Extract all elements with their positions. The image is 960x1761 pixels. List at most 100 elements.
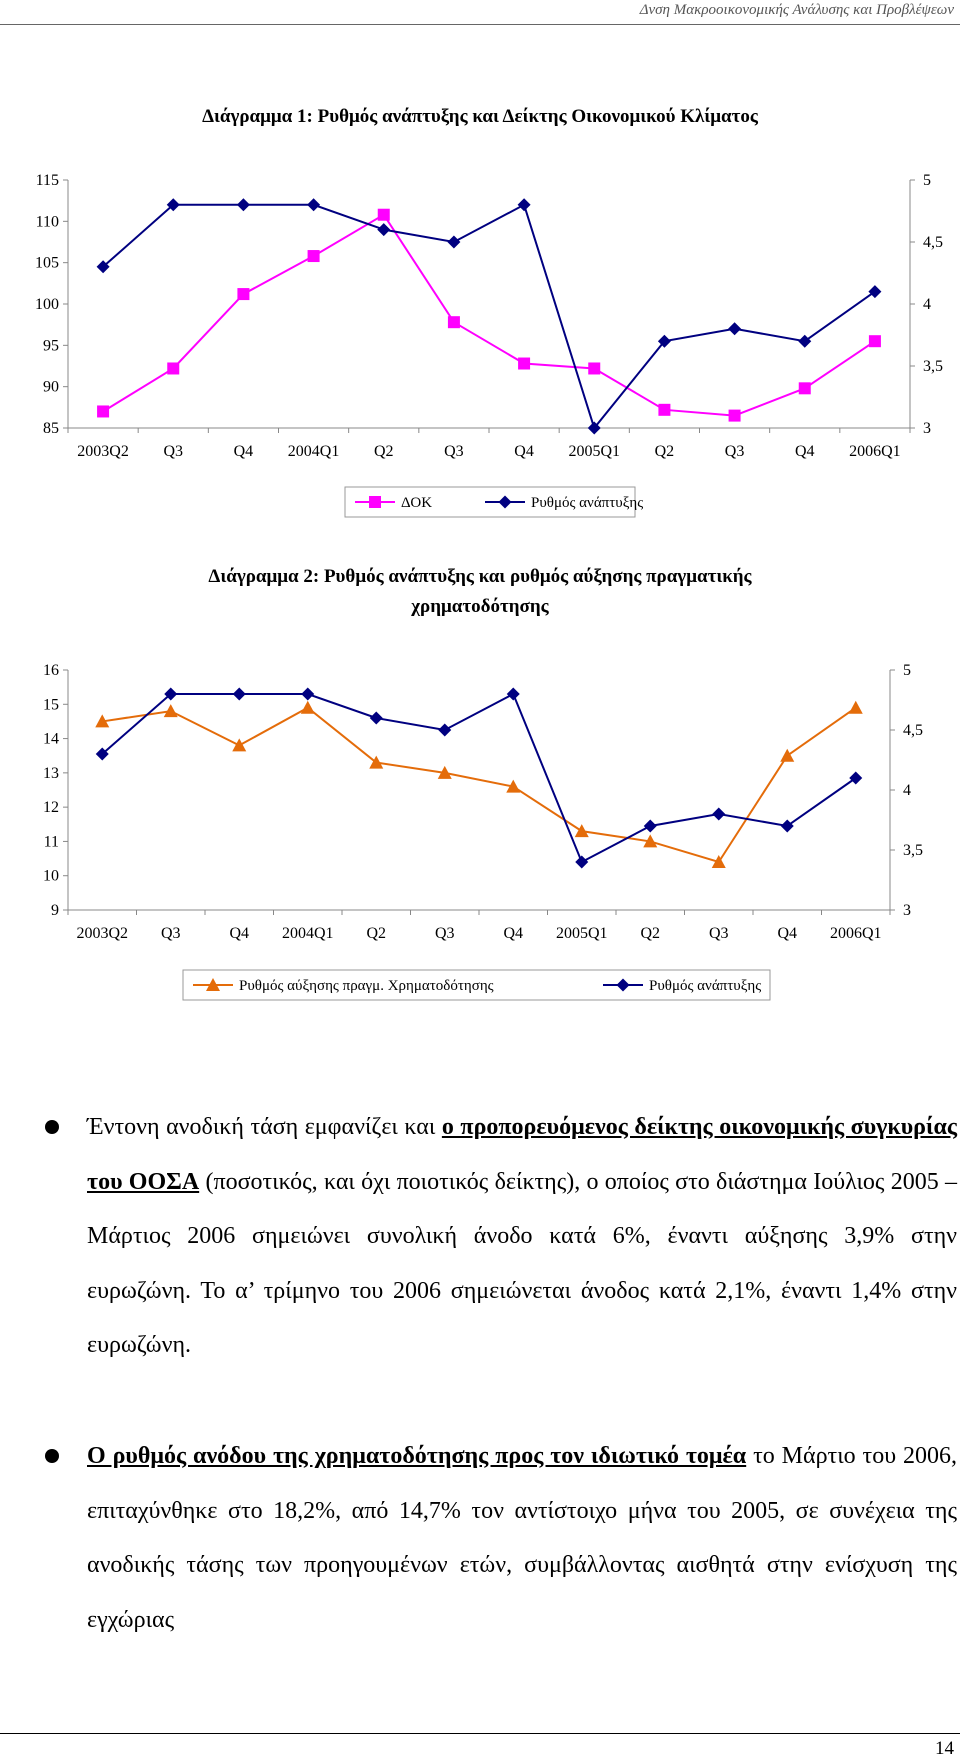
left-tick-label: 13: [43, 765, 59, 782]
data-point: [95, 747, 109, 761]
paragraph-1-text-a: Έντονη ανοδική τάση εμφανίζει και: [87, 1114, 442, 1140]
legend-box: [182, 969, 771, 1001]
left-tick-label: 15: [43, 696, 59, 713]
header-rule: [0, 24, 960, 25]
data-point: [588, 362, 601, 375]
bullet-1: [45, 1120, 59, 1134]
data-point: [518, 357, 531, 370]
x-tick-label: Q3: [709, 925, 729, 942]
data-point: [574, 824, 589, 838]
x-tick-label: 2006Q1: [830, 925, 882, 942]
series-1: [96, 198, 882, 435]
legend-label: Ρυθμός ανάπτυξης: [649, 978, 761, 994]
data-point: [517, 198, 531, 212]
data-point: [369, 755, 384, 769]
data-point: [798, 382, 811, 395]
right-tick-label: 4,5: [903, 722, 923, 739]
x-tick-label: Q3: [163, 443, 183, 460]
data-point: [377, 223, 391, 237]
legend-label: Ρυθμός αύξησης πραγμ. Χρηματοδότησης: [239, 978, 494, 994]
left-tick-label: 9: [51, 902, 59, 919]
private-credit-growth-heading: Ο ρυθμός ανόδου της χρηματοδότησης προς …: [87, 1443, 747, 1469]
left-tick-label: 10: [43, 868, 59, 885]
chart1: 85 90 95 100 105 110 115 3 3,5 4 4,5 5 2003Q2 Q3 Q4 200…: [35, 172, 943, 518]
chart1-title: Διάγραμμα 1: Ρυθμός ανάπτυξης και Δείκτη…: [202, 106, 758, 127]
data-point: [868, 285, 882, 299]
x-tick-label: 2004Q1: [288, 443, 340, 460]
data-point: [658, 403, 671, 416]
x-tick-label: 2003Q2: [76, 925, 128, 942]
legend-marker: [616, 978, 630, 992]
data-point: [506, 687, 520, 701]
legend-marker: [206, 978, 220, 991]
data-point: [447, 316, 460, 329]
left-tick-label: 85: [43, 420, 59, 437]
right-tick-label: 3: [903, 902, 911, 919]
left-tick-label: 115: [36, 172, 59, 189]
data-point: [236, 198, 250, 212]
x-tick-label: Q4: [777, 925, 797, 942]
series-0: [95, 700, 863, 868]
x-tick-label: Q4: [795, 443, 815, 460]
x-tick-label: Q3: [444, 443, 464, 460]
data-point: [849, 771, 863, 785]
data-point: [798, 334, 812, 348]
x-tick-label: Q4: [514, 443, 534, 460]
data-point: [300, 700, 315, 714]
data-point: [575, 855, 589, 869]
left-tick-label: 110: [36, 213, 59, 230]
data-point: [657, 334, 671, 348]
series-line: [101, 692, 857, 864]
left-tick-label: 11: [44, 833, 59, 850]
legend-marker: [369, 496, 381, 508]
data-point: [780, 748, 795, 762]
data-point: [377, 208, 390, 221]
legend: ΔΟΚ Ρυθμός ανάπτυξης: [344, 486, 643, 518]
x-tick-label: Q3: [161, 925, 181, 942]
data-point: [232, 687, 246, 701]
right-tick-label: 3,5: [903, 842, 923, 859]
chart2: 9 10 11 12 13 14 15 16 3 3,5 4 4,5 5 2003Q2 Q3 Q4 2004Q1…: [43, 662, 923, 1001]
data-point: [164, 687, 178, 701]
series-0: [97, 208, 881, 422]
data-point: [728, 409, 741, 422]
x-tick-label: 2005Q1: [556, 925, 608, 942]
x-tick-label: 2006Q1: [849, 443, 901, 460]
data-point: [167, 362, 180, 375]
data-point: [97, 405, 110, 418]
x-tick-label: Q4: [503, 925, 523, 942]
x-tick-label: Q2: [374, 443, 394, 460]
data-point: [307, 198, 321, 212]
data-point: [163, 704, 178, 718]
data-point: [301, 687, 315, 701]
x-tick-label: 2004Q1: [282, 925, 334, 942]
right-tick-label: 5: [903, 662, 911, 679]
left-tick-label: 12: [43, 799, 59, 816]
data-point: [369, 711, 383, 725]
paragraph-1: Έντονη ανοδική τάση εμφανίζει και ο προπ…: [87, 1100, 957, 1373]
data-point: [438, 723, 452, 737]
chart2-title: Διάγραμμα 2: Ρυθμός ανάπτυξης και ρυθμός…: [208, 566, 752, 617]
x-tick-label: 2005Q1: [568, 443, 620, 460]
left-tick-label: 95: [43, 337, 59, 354]
paragraph-1-text-b: (ποσοτικός, και όχι ποιοτικός δείκτης), …: [87, 1168, 957, 1359]
left-tick-label: 14: [43, 731, 59, 748]
right-tick-label: 3: [923, 420, 931, 437]
x-tick-label: Q2: [655, 443, 675, 460]
data-point: [95, 714, 110, 728]
data-point: [712, 807, 726, 821]
x-tick-label: Q2: [366, 925, 386, 942]
running-header: Δνση Μακροοικονομικής Ανάλυσης και Προβλ…: [639, 2, 954, 18]
data-point: [848, 700, 863, 714]
data-point: [166, 198, 180, 212]
x-tick-label: Q3: [435, 925, 455, 942]
right-tick-label: 4: [903, 782, 911, 799]
series-line: [102, 203, 876, 431]
paragraph-2-text: το Μάρτιο του 2006, επιταχύνθηκε στο 18,…: [87, 1443, 957, 1633]
series-1: [95, 687, 863, 869]
data-point: [587, 421, 601, 435]
oecd-leading-indicator-link: ο προπορευόμενος δείκτης οικονομικής συγ…: [87, 1114, 957, 1195]
right-tick-label: 3,5: [923, 358, 943, 375]
x-tick-label: Q4: [229, 925, 249, 942]
legend-label: ΔΟΚ: [401, 495, 432, 511]
